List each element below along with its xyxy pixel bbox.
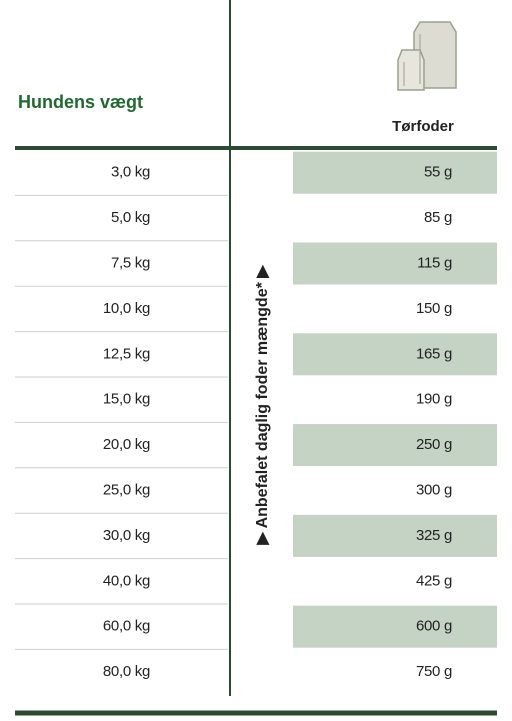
amount-cell: 55 g [424,164,452,181]
shaded-cell [293,605,497,648]
shaded-cell [293,514,497,557]
weight-cell: 25,0 kg [103,481,150,498]
amount-cell: 85 g [424,209,452,226]
rows: 3,0 kg 55 g 5,0 kg 85 g 7,5 kg 115 g 10,0 kg 15… [15,151,497,680]
weight-cell: 3,0 kg [111,164,150,181]
weight-cell: 5,0 kg [111,209,150,226]
amount-cell: 250 g [416,436,452,453]
weight-cell: 7,5 kg [111,254,150,271]
food-bag-icon [397,21,457,91]
amount-cell: 425 g [416,572,452,589]
weight-header: Hundens vægt [18,92,143,112]
shaded-cell [293,333,497,376]
amount-cell: 750 g [416,663,452,680]
weight-cell: 10,0 kg [103,300,150,317]
weight-cell: 20,0 kg [103,436,150,453]
amount-cell: 190 g [416,391,452,408]
weight-cell: 60,0 kg [103,618,150,635]
amount-cell: 165 g [416,345,452,362]
amount-cell: 600 g [416,618,452,635]
weight-cell: 80,0 kg [103,663,150,680]
amount-cell: 115 g [417,254,452,271]
food-header: Tørfoder [392,118,454,135]
shaded-cell [293,242,497,285]
weight-cell: 40,0 kg [103,572,150,589]
amount-cell: 325 g [416,527,452,544]
shaded-cell [293,424,497,467]
weight-cell: 12,5 kg [103,345,150,362]
amount-cell: 300 g [416,481,452,498]
side-label: ▶ Anbefalet daglig foder mængde* ▶ [254,265,271,546]
weight-cell: 30,0 kg [103,527,150,544]
weight-cell: 15,0 kg [103,391,150,408]
amount-cell: 150 g [416,300,452,317]
shaded-cell [293,151,497,194]
